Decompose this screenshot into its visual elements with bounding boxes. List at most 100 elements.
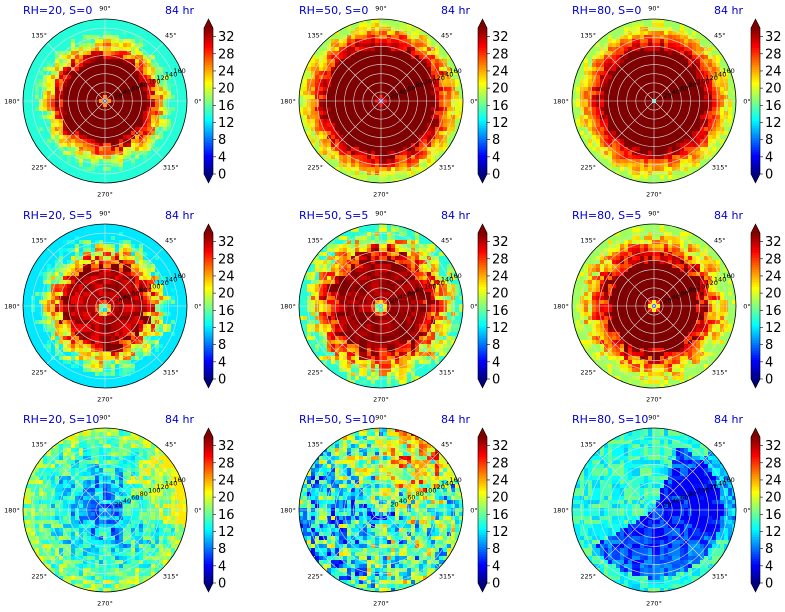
colorbar-tick-label: 4 [765,355,773,370]
radial-tick-label: 80 [416,286,424,294]
panel-title-left: RH=80, S=5 [572,209,641,222]
colorbar-tick-label: 12 [765,525,782,540]
grid-spoke [322,305,382,365]
axis-outline [571,18,737,184]
angle-tick-label: 45° [714,441,726,449]
radial-tick-label: 80 [689,286,697,294]
colorbar-tick-label: 24 [218,473,235,488]
grid-spoke [380,451,440,511]
colorbar-tick-label: 8 [218,542,226,557]
colorbar: 0 4 8 12 16 20 24 28 32 [750,18,782,184]
colorbar: 0 4 8 12 16 20 24 28 32 [750,427,782,593]
angle-tick-label: 225° [580,163,596,171]
colorbar: 0 4 8 12 16 20 24 28 32 [477,223,509,389]
radial-tick-label: 60 [680,494,688,502]
radial-tick-label: 120 [706,74,718,82]
colorbar: 0 4 8 12 16 20 24 28 32 [203,223,235,389]
radial-tick-label: 140 [441,480,453,488]
panel-title-right: 84 hr [441,413,470,426]
grid-spoke [322,509,382,569]
colorbar-tick-label: 4 [218,559,226,574]
radial-tick-label: 20 [663,501,671,509]
colorbar-tick-label: 4 [218,355,226,370]
radial-tick-label: 120 [706,483,718,491]
angle-tick-label: 225° [31,572,47,580]
colorbar: 0 4 8 12 16 20 24 28 32 [750,223,782,389]
radial-tick-label: 40 [123,293,131,301]
grid-spoke [46,100,106,160]
angle-tick-label: 0° [743,303,750,311]
colorbar-tick-label: 16 [765,99,782,114]
colorbar-tick-label: 16 [492,508,509,523]
angle-tick-label: 225° [580,572,596,580]
colorbar-tick-label: 28 [218,456,235,471]
radial-tick-label: 20 [114,501,122,509]
colorbar-tick-label: 0 [765,168,773,183]
angle-tick-label: 225° [580,368,596,376]
radial-tick-label: 120 [706,279,718,287]
angle-tick-label: 135° [580,32,596,40]
panel-title-left: RH=20, S=5 [23,209,92,222]
grid-spoke [46,42,106,102]
radial-tick-label: 100 [697,283,709,291]
colorbar-tick-label: 0 [492,168,500,183]
colorbar-tick-label: 24 [218,64,235,79]
radial-tick-label: 80 [140,81,148,89]
radial-tick-label: 60 [131,494,139,502]
radial-tick-label: 60 [131,290,139,298]
angle-tick-label: 0° [743,98,750,106]
radial-tick-label: 80 [416,490,424,498]
colorbar-tick-label: 4 [492,355,500,370]
panel-title-right: 84 hr [714,4,743,17]
angle-tick-label: 45° [165,237,177,245]
colorbar: 0 4 8 12 16 20 24 28 32 [477,427,509,593]
angle-tick-label: 90° [375,210,387,218]
colorbar-tick-label: 12 [218,525,235,540]
colorbar-tick-label: 12 [218,116,235,131]
colorbar-tick-label: 20 [218,82,235,97]
grid-spoke [595,509,655,569]
radial-tick-label: 100 [697,78,709,86]
angle-tick-label: 180° [4,98,20,106]
colorbar-tick-label: 8 [765,133,773,148]
grid-spoke [653,247,713,307]
radial-tick-label: 60 [680,85,688,93]
angle-tick-label: 0° [194,303,201,311]
radial-tick-label: 40 [672,497,680,505]
colorbar-tick-label: 16 [765,508,782,523]
angle-tick-label: 90° [375,414,387,422]
colorbar-tick-label: 8 [218,133,226,148]
radial-tick-label: 80 [140,490,148,498]
colorbar-tick-label: 28 [218,252,235,267]
angle-tick-label: 270° [373,191,389,199]
colorbar-tick-label: 32 [765,235,782,250]
colorbar-tick-label: 20 [218,287,235,302]
radial-tick-label: 20 [390,92,398,100]
radial-tick-label: 60 [680,290,688,298]
colorbar-tick-label: 12 [492,525,509,540]
angle-tick-label: 0° [194,98,201,106]
radial-tick-label: 160 [722,272,734,280]
polar-panel: 20 40 60 80 1001201401600°45°90°135°180°225°… [4,413,234,608]
axis-outline [298,427,464,593]
panel-title-right: 84 hr [441,4,470,17]
colorbar-tick-label: 12 [765,321,782,336]
radial-tick-label: 140 [441,71,453,79]
radial-tick-label: 160 [722,67,734,75]
grid-spoke [653,509,713,569]
grid-spoke [380,509,440,569]
colorbar-tick-label: 32 [492,439,509,454]
radial-tick-label: 100 [148,283,160,291]
radial-tick-label: 120 [433,74,445,82]
axis-outline [22,427,188,593]
radial-tick-label: 40 [399,293,407,301]
angle-tick-label: 315° [163,368,179,376]
colorbar-tick-label: 16 [492,304,509,319]
angle-tick-label: 270° [373,396,389,404]
grid-spoke [595,100,655,160]
radial-tick-label: 140 [165,71,177,79]
angle-tick-label: 270° [646,191,662,199]
radial-tick-label: 80 [689,81,697,89]
angle-tick-label: 315° [712,368,728,376]
